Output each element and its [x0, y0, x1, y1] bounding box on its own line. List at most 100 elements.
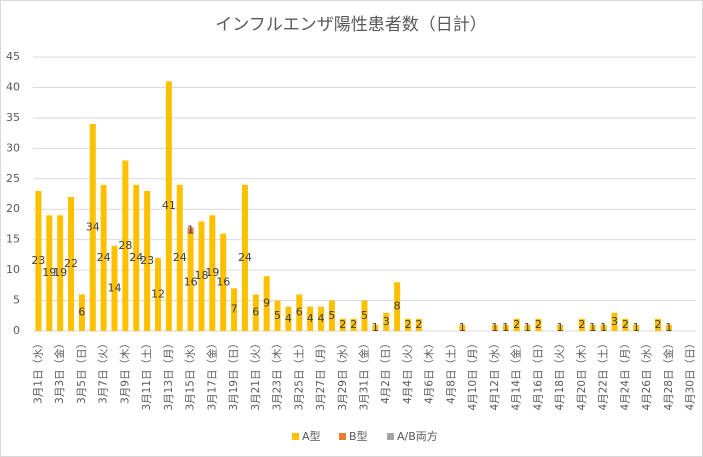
y-tick-label: 5	[13, 294, 20, 307]
bar	[459, 324, 466, 331]
data-label: 1	[502, 321, 509, 334]
data-label: 1	[665, 321, 672, 334]
data-label: 4	[318, 312, 325, 325]
data-label: 2	[535, 318, 542, 331]
x-tick-label: 3月23日（木）	[272, 338, 284, 411]
data-label: 4	[307, 312, 314, 325]
data-label: 2	[622, 318, 629, 331]
x-tick-label: 4月18日（火）	[554, 338, 566, 411]
x-tick-label: 4月12日（水）	[489, 338, 501, 411]
x-tick-label: 4月20日（木）	[576, 338, 588, 411]
data-label: 2	[350, 318, 357, 331]
data-label: 1	[557, 321, 564, 334]
bar	[100, 184, 107, 331]
bar	[415, 318, 422, 331]
x-tick-label: 3月7日（火）	[98, 338, 110, 404]
y-tick-label: 40	[6, 80, 20, 93]
data-label: 5	[361, 309, 368, 322]
legend-label: A/B両方	[397, 429, 438, 443]
x-tick-label: 4月2日（日）	[380, 338, 392, 404]
x-tick-label: 3月15日（水）	[185, 338, 197, 411]
data-label: 16	[184, 275, 198, 288]
bar	[491, 324, 498, 331]
x-tick-label: 3月29日（水）	[337, 338, 349, 411]
x-tick-label: 3月3日（金）	[53, 338, 66, 404]
y-tick-label: 30	[6, 141, 20, 154]
data-label: 1	[491, 321, 498, 334]
x-tick-label: 4月10日（月）	[467, 338, 479, 411]
x-tick-label: 4月6日（木）	[424, 338, 436, 404]
bar	[78, 294, 85, 331]
data-label: 5	[274, 309, 281, 322]
bar	[665, 324, 672, 331]
data-label: 19	[53, 266, 67, 279]
y-tick-label: 20	[6, 202, 20, 215]
bar	[350, 318, 357, 331]
x-tick-label: 4月4日（火）	[402, 338, 414, 404]
x-tick-label: 3月1日（水）	[32, 338, 44, 404]
y-tick-label: 35	[6, 111, 20, 124]
data-label: 3	[611, 315, 618, 328]
data-label: 1	[633, 321, 640, 334]
legend-swatch	[387, 433, 394, 440]
x-tick-label: 3月25日（土）	[292, 338, 305, 411]
data-label: 6	[252, 306, 259, 319]
data-label: 6	[296, 306, 303, 319]
data-label: 22	[64, 257, 78, 270]
bar	[154, 257, 161, 331]
data-label: 2	[404, 318, 411, 331]
bar	[274, 300, 281, 331]
bar	[89, 123, 96, 331]
data-label: 19	[205, 266, 219, 279]
bar	[394, 282, 401, 331]
data-label: 14	[108, 281, 122, 294]
bar	[654, 318, 661, 331]
legend-swatch	[292, 433, 299, 440]
legend-label: A型	[302, 429, 321, 443]
bar	[231, 288, 238, 331]
x-tick-label: 3月17日（金）	[205, 338, 218, 411]
bar	[372, 324, 379, 331]
bar	[339, 318, 346, 331]
x-tick-label: 4月8日（土）	[444, 338, 457, 404]
bar	[187, 233, 194, 331]
bar	[35, 190, 42, 331]
x-tick-label: 3月27日（月）	[315, 338, 327, 411]
bar	[328, 300, 335, 331]
data-label: 28	[118, 239, 132, 252]
bar	[198, 221, 205, 331]
bar	[318, 306, 325, 331]
data-label: 2	[578, 318, 585, 331]
y-tick-label: 25	[6, 172, 20, 185]
bar	[241, 184, 248, 331]
bar	[589, 324, 596, 331]
data-label: 2	[513, 318, 520, 331]
data-label: 19	[42, 266, 56, 279]
data-label: 16	[216, 275, 230, 288]
data-label: 5	[328, 309, 335, 322]
data-label: 23	[140, 254, 154, 267]
bar	[622, 318, 629, 331]
bar	[46, 215, 53, 331]
bar	[502, 324, 509, 331]
data-label: 2	[339, 318, 346, 331]
data-label: 4	[285, 312, 292, 325]
y-tick-label: 0	[13, 324, 20, 337]
bar	[57, 215, 64, 331]
bar	[296, 294, 303, 331]
legend-label: B型	[349, 429, 368, 443]
data-label: 23	[31, 254, 45, 267]
x-tick-label: 3月11日（土）	[140, 338, 153, 411]
y-tick-label: 15	[6, 233, 20, 246]
bar	[285, 306, 292, 331]
bar	[187, 227, 194, 234]
x-tick-label: 3月31日（金）	[358, 338, 371, 411]
data-label: 18	[194, 269, 208, 282]
data-label: 1	[372, 321, 379, 334]
data-label: 9	[263, 297, 270, 310]
x-tick-label: 4月24日（月）	[619, 338, 631, 411]
data-label: 1	[187, 224, 194, 237]
x-tick-label: 3月19日（日）	[228, 338, 240, 411]
